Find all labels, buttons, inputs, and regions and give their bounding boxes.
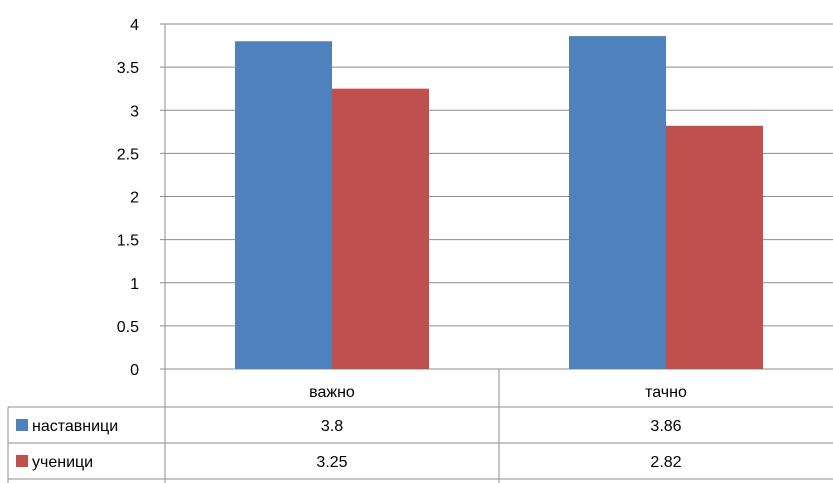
x-category-label: тачно <box>645 384 687 401</box>
table-value-cell: 3.8 <box>321 418 343 435</box>
y-tick-label: 2.5 <box>117 146 139 163</box>
y-tick-label: 1.5 <box>117 233 139 250</box>
table-value-cell: 3.25 <box>316 454 347 471</box>
y-tick-label: 0.5 <box>117 319 139 336</box>
legend-label: ученици <box>32 454 93 471</box>
y-tick-label: 3.5 <box>117 60 139 77</box>
legend-label: наставници <box>32 418 118 435</box>
bars <box>235 36 763 370</box>
table-value-cell: 3.86 <box>650 418 681 435</box>
x-category-label: важно <box>309 384 355 401</box>
bar-series-2-1 <box>332 88 429 369</box>
y-tick-label: 0 <box>130 362 139 379</box>
data-table: важно тачно наставници 3.8 3.86 ученици 3.25 2.… <box>7 369 833 483</box>
y-tick-label: 4 <box>130 17 139 34</box>
legend-key <box>16 455 28 467</box>
y-tick-label: 2 <box>130 190 139 207</box>
legend-key <box>16 419 28 431</box>
bar-series-2-2 <box>666 125 763 370</box>
y-tick-label: 3 <box>130 103 139 120</box>
bar-series-1-2 <box>569 36 666 369</box>
y-tick-label: 1 <box>130 276 139 293</box>
bar-series-1-1 <box>235 41 332 369</box>
table-value-cell: 2.82 <box>650 454 681 471</box>
y-axis: 0 0.5 1 1.5 2 2.5 3 3.5 4 <box>117 17 166 407</box>
